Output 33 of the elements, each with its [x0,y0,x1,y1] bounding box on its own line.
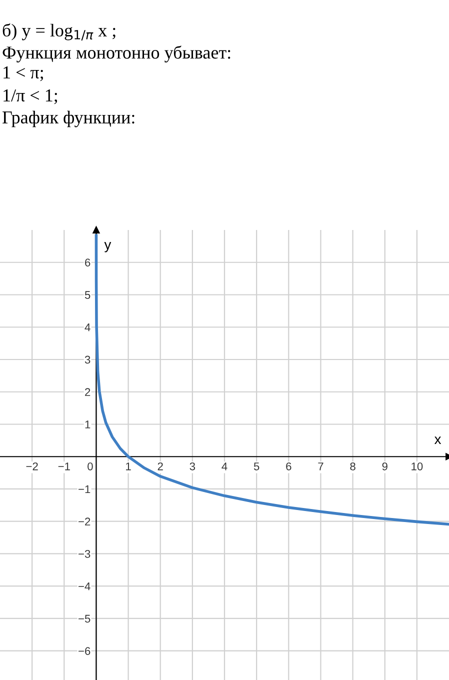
line-series [94,234,449,526]
text: 1 < π; [4,66,43,82]
x-tick-label: 4 [222,462,228,470]
x-tick-label: 8 [350,462,356,470]
y-tick-label: −5 [78,614,90,623]
text: Функция монотонно убывает: [2,46,230,62]
y-tick-label: 4 [84,324,90,332]
x-tick-label: 9 [382,462,388,470]
y-tick-label: −3 [78,550,90,558]
y-axis-title: y [104,242,112,252]
y-tick-label: 1 [85,420,90,428]
y-tick-label: 2 [85,388,90,396]
x-tick-label: −2 [26,462,38,470]
y-tick-label: −2 [78,518,90,526]
x-tick-label: 7 [318,462,324,470]
y-tick-label: −4 [78,582,90,590]
y-tick-label: 3 [84,356,90,364]
y-tick-label: 6 [85,258,90,267]
x-axis-title: x [434,436,442,444]
text: 1/π < 1; [4,89,58,104]
x-tick-label: 6 [286,462,292,470]
x-tick-label: 5 [254,462,260,470]
text: График функции: [2,110,134,128]
y-tick-label: −1 [78,485,90,494]
y-tick-label: −6 [78,647,90,655]
text: б) y = log$_{1/π}$ x ; [2,23,116,40]
y-tick-label: 5 [84,291,90,299]
x-tick-label: −1 [58,462,70,470]
x-tick-label: 2 [158,462,163,470]
x-tick-label: 10 [412,462,423,470]
x-tick-label: 3 [190,462,196,470]
x-tick-label: 0 [88,462,93,470]
x-tick-label: 1 [126,462,131,470]
